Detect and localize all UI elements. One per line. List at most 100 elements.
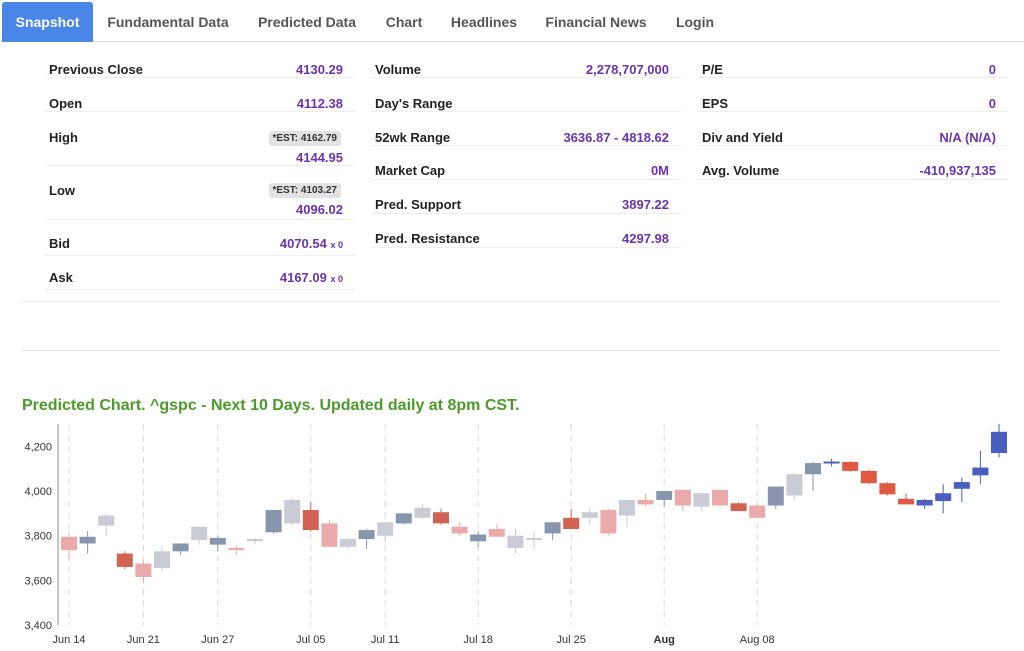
candle[interactable] [302,502,319,532]
candle[interactable] [414,504,431,519]
candle-body [712,489,728,506]
candle[interactable] [340,537,356,551]
row-value: 4130.29 [296,62,343,77]
candle[interactable] [228,545,245,555]
candle[interactable] [172,543,189,555]
candle[interactable] [786,473,803,500]
candle[interactable] [823,458,840,467]
candle[interactable] [749,504,766,518]
row-value: 0 [988,62,996,77]
candle[interactable] [544,522,561,541]
candle-body [860,470,877,484]
candle-body [786,474,803,496]
x-tick-label: Aug 08 [740,634,775,646]
candle-body [377,522,394,536]
tab-fundamental-data[interactable]: Fundamental Data [107,14,229,30]
row-label: Pred. Support [375,197,461,212]
row-pe: P/E 0 [698,42,1008,78]
candle[interactable] [154,545,170,572]
candle[interactable] [79,531,96,554]
candle-body [154,551,170,569]
candle-body [656,491,673,500]
candle[interactable] [860,469,877,485]
y-tick-label: 4,000 [24,486,52,498]
row-div-yield: Div and Yield N/A (N/A) [698,112,1008,146]
candle[interactable] [61,532,77,558]
snapshot-panel: Previous Close 4130.29 Open 4112.38 High… [22,42,1008,300]
candle[interactable] [879,482,896,496]
candle[interactable] [674,488,691,512]
candle[interactable] [581,507,598,525]
y-tick-label: 3,600 [24,575,52,587]
chart-title: Predicted Chart. ^gspc - Next 10 Days. U… [22,397,520,414]
candle[interactable] [358,528,375,550]
candle[interactable] [563,508,580,529]
candle[interactable] [377,522,394,543]
candle-body [265,509,282,533]
candle-body [953,482,970,489]
candle[interactable] [191,526,208,545]
tab-login[interactable]: Login [675,14,715,30]
candle-body [116,553,133,567]
candle[interactable] [209,535,226,552]
x-tick-label: Jul 05 [296,634,325,646]
candle[interactable] [600,508,617,536]
candle-body [488,528,505,537]
row-market-cap: Market Cap 0M [371,146,681,180]
candlestick-chart[interactable]: 3,400 3,600 3,800 4,000 4,200 Jun 14 Jun 21 Jun… [0,420,1024,651]
candle[interactable] [730,502,747,512]
candle-body [935,493,952,502]
candle[interactable] [470,531,487,547]
tab-predicted-data[interactable]: Predicted Data [257,14,357,30]
candle[interactable] [284,497,301,526]
candle[interactable] [507,528,524,554]
candle[interactable] [451,522,468,536]
row-52wk-range: 52wk Range 3636.87 - 4818.62 [371,112,681,146]
candle[interactable] [991,424,1007,458]
candle[interactable] [98,513,115,536]
candle[interactable] [972,450,989,485]
row-label: High [49,130,78,145]
candle-body [340,539,356,547]
bid-price: 4070.54 [279,236,327,251]
candle[interactable] [637,493,654,507]
candle[interactable] [265,509,282,534]
row-bid: Bid 4070.54 x 0 [45,220,355,256]
tab-chart[interactable]: Chart [385,14,423,30]
candle[interactable] [247,537,263,545]
candle-body [302,509,319,531]
candle[interactable] [116,551,133,570]
tab-snapshot[interactable]: Snapshot [2,2,93,42]
candle-body [451,526,468,534]
row-label: Avg. Volume [702,163,780,178]
tab-financial-news[interactable]: Financial News [545,14,647,30]
candle-body [135,563,152,577]
candle[interactable] [767,486,784,509]
candle[interactable] [321,520,338,547]
row-value: 4070.54 x 0 [280,236,343,251]
candle[interactable] [395,513,412,525]
candle[interactable] [433,508,449,525]
candle[interactable] [488,524,505,537]
tab-headlines[interactable]: Headlines [450,14,518,30]
row-value: 0M [650,163,669,178]
row-open: Open 4112.38 [45,78,355,112]
candle[interactable] [712,488,728,507]
candle[interactable] [842,460,859,473]
candle[interactable] [935,484,952,514]
candle[interactable] [656,491,673,507]
divider [22,301,1000,302]
candle[interactable] [619,499,635,527]
candle[interactable] [805,461,821,491]
candle[interactable] [526,531,542,550]
candle-layer [61,424,1007,583]
candle-body [730,503,747,512]
candle[interactable] [135,560,152,583]
candle[interactable] [693,493,710,512]
row-label: 52wk Range [375,130,451,145]
row-value: 3897.22 [622,197,669,212]
candle[interactable] [898,493,914,505]
row-eps: EPS 0 [698,78,1008,112]
candle[interactable] [953,477,970,503]
candle[interactable] [916,498,933,509]
